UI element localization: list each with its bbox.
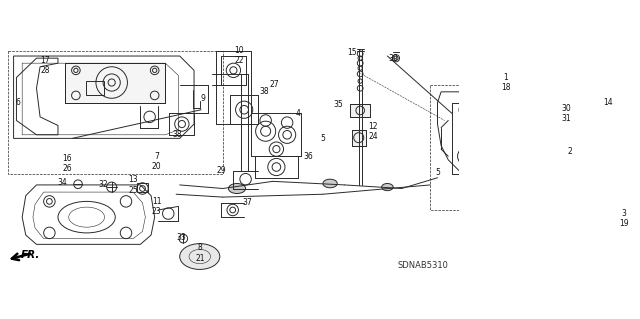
Text: SDNAB5310: SDNAB5310 — [397, 261, 449, 270]
Text: 34: 34 — [58, 178, 67, 187]
Text: 2: 2 — [568, 147, 572, 156]
Text: 6: 6 — [15, 98, 20, 107]
Ellipse shape — [323, 179, 337, 188]
Bar — [350, 104, 370, 117]
Ellipse shape — [228, 183, 246, 194]
Text: 27: 27 — [269, 80, 279, 89]
Text: 15: 15 — [347, 48, 356, 57]
Bar — [65, 63, 165, 103]
Text: 37: 37 — [243, 198, 253, 207]
Text: 7
20: 7 20 — [152, 152, 162, 171]
Text: 10
22: 10 22 — [234, 46, 244, 65]
Bar — [86, 81, 104, 95]
Text: FR.: FR. — [20, 250, 40, 260]
Text: 12
24: 12 24 — [368, 122, 378, 141]
Text: 3
19: 3 19 — [619, 209, 628, 228]
Text: 16
26: 16 26 — [63, 154, 72, 173]
Text: 29: 29 — [216, 166, 226, 175]
Text: 14: 14 — [603, 98, 612, 107]
Text: 4: 4 — [296, 109, 300, 118]
Text: 17
28: 17 28 — [40, 56, 50, 75]
Text: 39: 39 — [388, 54, 398, 63]
Text: 9: 9 — [201, 94, 206, 103]
Text: 30
31: 30 31 — [561, 104, 572, 123]
Text: 13
25: 13 25 — [129, 175, 138, 195]
Text: 8
21: 8 21 — [195, 243, 205, 263]
Ellipse shape — [180, 244, 220, 270]
Text: 36: 36 — [304, 152, 314, 161]
Text: 38: 38 — [259, 87, 269, 96]
Text: 11
23: 11 23 — [152, 197, 162, 216]
Text: 5: 5 — [321, 134, 325, 143]
Text: 33: 33 — [176, 233, 186, 242]
Text: 32: 32 — [99, 181, 108, 189]
Text: 1
18: 1 18 — [500, 73, 510, 92]
Text: 35: 35 — [334, 100, 344, 108]
Text: 38: 38 — [172, 130, 182, 139]
Bar — [137, 183, 148, 192]
Ellipse shape — [381, 183, 393, 191]
Bar — [351, 130, 366, 145]
Text: 5: 5 — [435, 168, 440, 177]
